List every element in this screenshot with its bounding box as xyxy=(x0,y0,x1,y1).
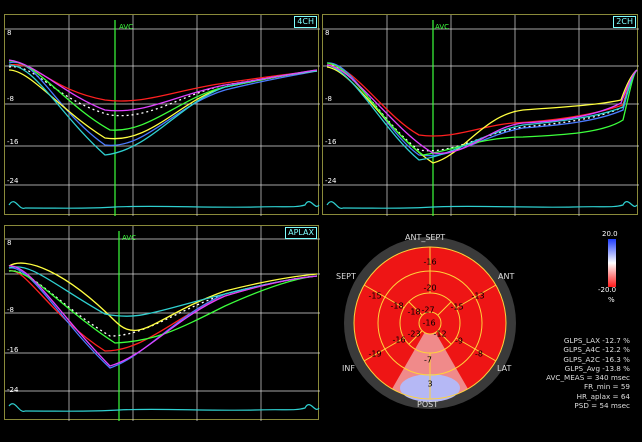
ytick: -24 xyxy=(325,177,337,185)
ytick: 8 xyxy=(325,29,330,37)
bullseye-plot xyxy=(344,237,516,409)
segment-apex: -16 xyxy=(422,318,436,328)
segment-mid-ant: -15 xyxy=(450,302,464,312)
strain-panel-4ch: 4CH AVC 8 -8 -16 -24 xyxy=(4,14,320,216)
segment-basal-sept: -15 xyxy=(368,291,382,301)
segment-mid-inf: -16 xyxy=(392,335,406,345)
segment-basal-inf: -19 xyxy=(368,349,382,359)
ytick: -24 xyxy=(7,177,19,185)
label-ant: ANT xyxy=(498,272,515,281)
ytick: -8 xyxy=(7,95,14,103)
stat-line: FR_min = 59 xyxy=(583,382,630,392)
stat-line: PSD = 54 msec xyxy=(574,401,630,411)
segment-basal-antsept: -16 xyxy=(423,257,437,267)
colorbar-min: -20.0 xyxy=(598,286,617,294)
segment-mid-lat: -9 xyxy=(455,336,463,346)
view-label-2ch: 2CH xyxy=(613,16,636,28)
view-label-aplax: APLAX xyxy=(285,227,317,239)
stat-line: GLPS_Avg -13.8 % xyxy=(564,363,630,373)
segment-apical-sept: -18 xyxy=(407,307,421,317)
ytick: -8 xyxy=(325,95,332,103)
strain-curves-aplax xyxy=(5,226,320,421)
ytick: 8 xyxy=(7,29,12,37)
segment-apical-ant: -27 xyxy=(421,305,435,315)
segment-apical-inf: -23 xyxy=(407,329,421,339)
ytick: -24 xyxy=(7,386,19,394)
colorbar-unit: % xyxy=(608,296,615,304)
stat-line: HR_aplax = 64 xyxy=(576,391,630,401)
segment-basal-lat: -8 xyxy=(475,349,483,359)
stat-line: GLPS_LAX -12.7 % xyxy=(563,336,630,345)
colorbar-gradient xyxy=(608,239,616,287)
colorbar-max: 20.0 xyxy=(602,230,618,238)
label-inf: INF xyxy=(342,364,355,373)
gls-stats: GLPS_LAX -12.7 % GLPS_A4C -12.2 % GLPS_A… xyxy=(540,336,630,410)
ytick: -8 xyxy=(7,306,14,314)
ytick: -16 xyxy=(325,138,337,146)
stat-line: AVC_MEAS = 340 msec xyxy=(546,373,630,383)
label-sept: SEPT xyxy=(336,272,356,281)
label-ant-sept: ANT_SEPT xyxy=(405,233,446,242)
strain-curves-2ch xyxy=(323,15,639,216)
ytick: -16 xyxy=(7,138,19,146)
avc-label-4ch: AVC xyxy=(119,23,134,31)
strain-panel-aplax: APLAX AVC 8 -8 -16 -24 xyxy=(4,225,320,421)
avc-label-aplax: AVC xyxy=(122,234,137,242)
segment-basal-ant: -13 xyxy=(471,291,485,301)
label-lat: LAT xyxy=(497,364,512,373)
segment-apical-lat: -12 xyxy=(433,329,447,339)
stat-line: GLPS_A4C -12.2 % xyxy=(563,345,630,355)
view-label-4ch: 4CH xyxy=(294,16,317,28)
avc-label-2ch: AVC xyxy=(435,23,450,31)
stat-line: GLPS_A2C -16.3 % xyxy=(563,354,630,364)
label-post: POST xyxy=(417,400,439,409)
segment-mid-sept: -18 xyxy=(390,301,404,311)
segment-basal-post: 3 xyxy=(427,379,433,389)
strain-curves-4ch xyxy=(5,15,320,216)
strain-panel-2ch: 2CH AVC 8 -8 -16 -24 xyxy=(322,14,639,216)
segment-mid-post: -7 xyxy=(424,355,432,365)
ytick: 8 xyxy=(7,239,12,247)
ytick: -16 xyxy=(7,346,19,354)
strain-colorbar: 20.0 -20.0 % xyxy=(586,230,624,304)
segment-mid-antsept: -20 xyxy=(423,283,437,293)
